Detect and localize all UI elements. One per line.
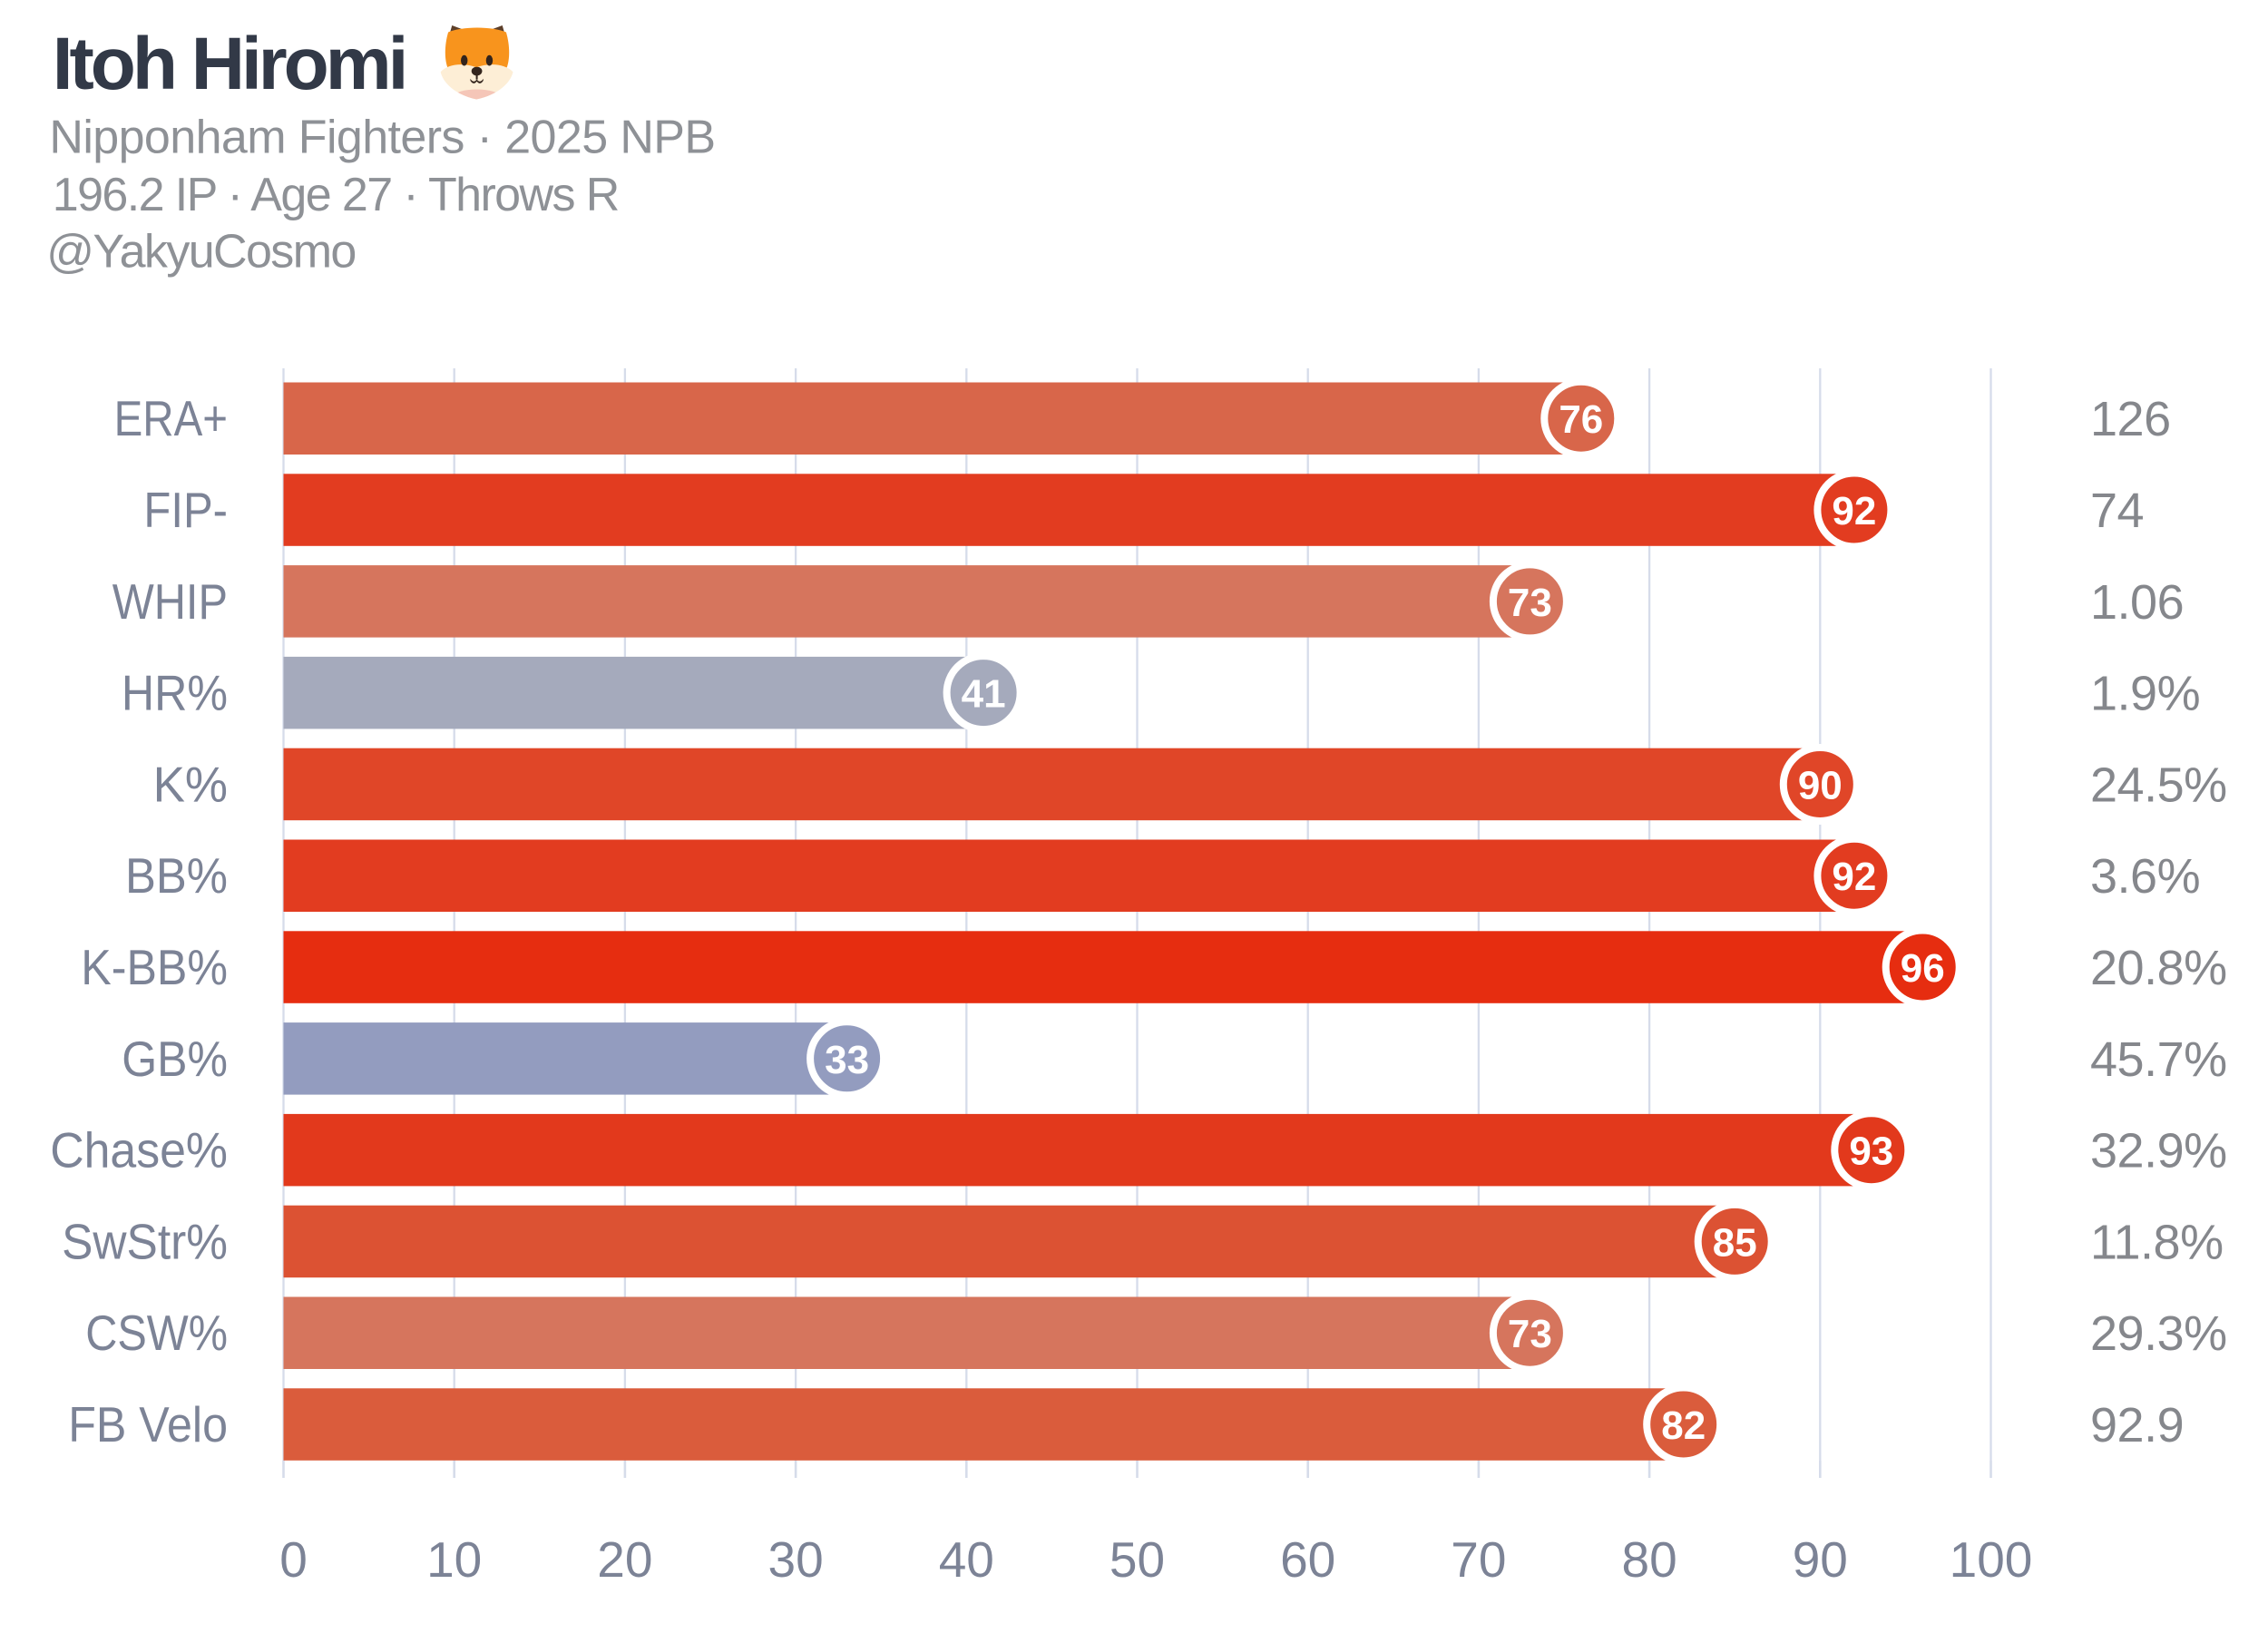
svg-text:80: 80 bbox=[1622, 1531, 1677, 1588]
svg-text:20: 20 bbox=[597, 1531, 652, 1588]
svg-text:41: 41 bbox=[962, 672, 1006, 717]
svg-text:32.9%: 32.9% bbox=[2090, 1124, 2227, 1178]
svg-text:1.06: 1.06 bbox=[2090, 575, 2184, 630]
svg-text:196.2 IP · Age 27 · Throws R: 196.2 IP · Age 27 · Throws R bbox=[53, 169, 619, 221]
svg-text:Itoh Hiromi: Itoh Hiromi bbox=[53, 23, 406, 105]
svg-text:73: 73 bbox=[1508, 1312, 1552, 1356]
svg-text:33: 33 bbox=[825, 1038, 869, 1082]
svg-text:73: 73 bbox=[1508, 581, 1552, 625]
svg-text:K%: K% bbox=[153, 757, 228, 813]
svg-text:K-BB%: K-BB% bbox=[81, 939, 228, 995]
svg-text:93: 93 bbox=[1849, 1129, 1893, 1174]
svg-text:20.8%: 20.8% bbox=[2090, 941, 2227, 995]
svg-text:45.7%: 45.7% bbox=[2090, 1032, 2227, 1087]
svg-text:85: 85 bbox=[1713, 1220, 1757, 1265]
svg-text:92.9: 92.9 bbox=[2090, 1398, 2184, 1452]
svg-text:96: 96 bbox=[1901, 946, 1945, 991]
svg-text:100: 100 bbox=[1950, 1531, 2033, 1588]
svg-text:11.8%: 11.8% bbox=[2090, 1215, 2224, 1269]
svg-text:92: 92 bbox=[1832, 855, 1876, 899]
svg-text:ERA+: ERA+ bbox=[114, 390, 228, 446]
svg-text:GB%: GB% bbox=[122, 1031, 228, 1087]
svg-text:FIP-: FIP- bbox=[143, 482, 228, 538]
svg-text:0: 0 bbox=[279, 1531, 308, 1588]
svg-text:40: 40 bbox=[939, 1531, 994, 1588]
svg-text:50: 50 bbox=[1110, 1531, 1165, 1588]
svg-text:90: 90 bbox=[1793, 1531, 1848, 1588]
svg-text:30: 30 bbox=[768, 1531, 824, 1588]
svg-text:70: 70 bbox=[1451, 1531, 1506, 1588]
svg-text:90: 90 bbox=[1798, 764, 1843, 808]
svg-text:@YakyuCosmo: @YakyuCosmo bbox=[46, 226, 356, 279]
svg-text:BB%: BB% bbox=[125, 847, 228, 904]
svg-text:126: 126 bbox=[2090, 392, 2171, 446]
svg-text:10: 10 bbox=[426, 1531, 482, 1588]
svg-text:Chase%: Chase% bbox=[50, 1122, 228, 1178]
svg-text:3.6%: 3.6% bbox=[2090, 849, 2200, 904]
svg-text:HR%: HR% bbox=[122, 665, 228, 721]
svg-text:29.3%: 29.3% bbox=[2090, 1306, 2227, 1361]
svg-text:82: 82 bbox=[1661, 1403, 1706, 1448]
svg-text:Nipponham Fighters · 2025 NPB: Nipponham Fighters · 2025 NPB bbox=[49, 112, 715, 164]
svg-text:24.5%: 24.5% bbox=[2090, 758, 2227, 813]
svg-text:FB Velo: FB Velo bbox=[68, 1396, 228, 1452]
svg-text:76: 76 bbox=[1559, 397, 1603, 442]
svg-text:74: 74 bbox=[2090, 484, 2144, 538]
svg-text:92: 92 bbox=[1832, 489, 1876, 533]
svg-text:1.9%: 1.9% bbox=[2090, 667, 2200, 721]
svg-text:WHIP: WHIP bbox=[112, 573, 228, 630]
svg-text:60: 60 bbox=[1280, 1531, 1335, 1588]
svg-text:SwStr%: SwStr% bbox=[62, 1213, 228, 1269]
svg-text:CSW%: CSW% bbox=[85, 1305, 228, 1361]
